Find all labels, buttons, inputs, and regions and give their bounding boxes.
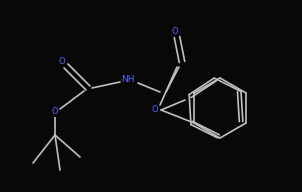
Text: O: O: [52, 108, 58, 117]
Text: O: O: [152, 105, 158, 114]
Text: O: O: [172, 27, 178, 36]
Text: O: O: [59, 57, 65, 66]
Text: NH: NH: [121, 75, 135, 84]
